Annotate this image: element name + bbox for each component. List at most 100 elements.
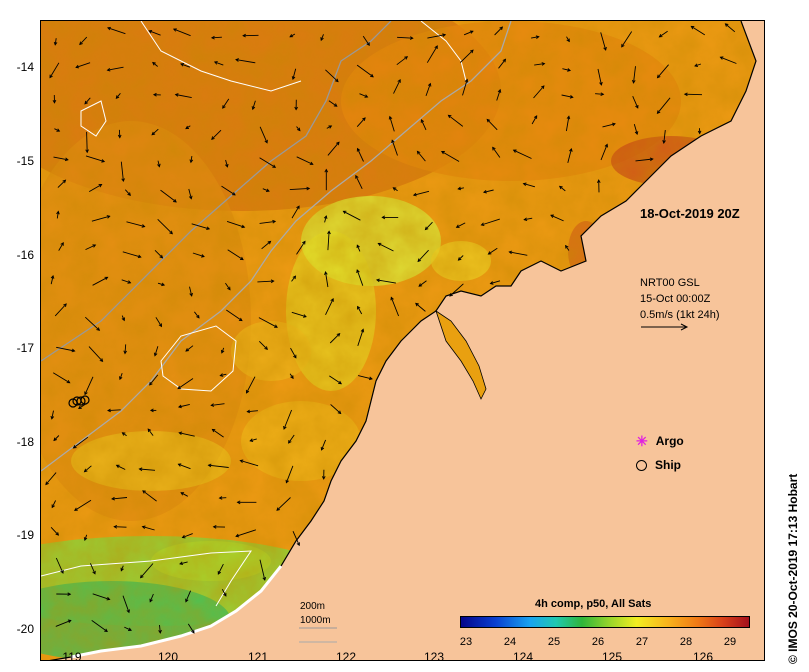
current-arrow (561, 94, 573, 98)
current-arrow (124, 344, 127, 354)
current-arrow-head (227, 286, 231, 291)
current-arrow-head (64, 157, 69, 162)
current-arrow-head (296, 205, 300, 210)
current-arrow-head (416, 150, 421, 155)
current-arrow (226, 220, 245, 228)
current-arrow-head (115, 95, 120, 100)
current-arrow (192, 252, 205, 258)
current-arrow (55, 557, 64, 574)
current-arrow-head (420, 118, 425, 123)
current-arrow-head (599, 81, 603, 86)
current-arrow-head (415, 302, 419, 307)
current-arrow-head (558, 185, 563, 190)
current-arrow (121, 279, 131, 284)
legend-label: Argo (655, 434, 684, 448)
current-arrow (396, 56, 408, 66)
current-arrow-head (480, 222, 485, 227)
current-arrow (259, 220, 276, 224)
current-arrow-head (541, 62, 546, 66)
current-arrow-head (409, 36, 414, 40)
ssh-contour-3 (140, 21, 302, 92)
current-arrow (84, 465, 92, 473)
current-arrow (116, 464, 126, 470)
current-arrow (142, 526, 155, 531)
current-arrow-head (126, 609, 130, 614)
current-arrow-head (404, 56, 409, 60)
contour-200m (41, 21, 512, 472)
current-arrow (182, 533, 193, 538)
current-arrow-head (60, 569, 64, 574)
current-arrow (155, 317, 162, 327)
current-arrow (283, 409, 293, 430)
current-arrow-head (178, 431, 183, 436)
sst-colorbar (460, 616, 750, 628)
current-arrow-head (79, 41, 83, 46)
current-arrow (565, 116, 570, 132)
x-tick: 123 (423, 650, 445, 664)
current-arrow (212, 429, 224, 438)
current-arrow-head (567, 68, 572, 72)
current-arrow (720, 56, 737, 64)
current-arrow-head (418, 283, 423, 287)
current-arrow (84, 316, 100, 331)
current-arrow (418, 280, 427, 287)
current-arrow-head (336, 332, 341, 337)
colorbar-tick: 27 (635, 636, 649, 648)
current-arrow-head (262, 576, 267, 581)
current-arrow-head (364, 94, 369, 98)
current-arrow-head (457, 186, 462, 191)
current-arrow-head (388, 115, 393, 120)
current-arrow (356, 269, 364, 286)
current-arrow (393, 79, 401, 94)
current-arrow (357, 375, 373, 380)
current-arrow (179, 561, 188, 565)
current-arrow-head (172, 28, 177, 32)
current-arrow (694, 63, 702, 67)
current-vectors (45, 23, 737, 634)
current-arrow-head (66, 379, 71, 384)
current-arrow-head (320, 37, 324, 42)
current-arrow-head (251, 106, 256, 111)
sst-map[interactable] (41, 21, 765, 661)
current-arrow-head (224, 163, 229, 168)
depth-label-1000: 1000m (300, 615, 331, 626)
current-arrow (258, 340, 268, 350)
current-arrow-head (603, 46, 607, 51)
current-arrow (149, 374, 159, 386)
current-arrow-head (121, 317, 126, 322)
current-arrow (490, 280, 501, 285)
current-arrow (291, 311, 307, 318)
contour-1000m (41, 21, 392, 362)
current-arrow-head (330, 297, 334, 302)
current-arrow (725, 23, 736, 33)
current-arrow (459, 49, 474, 63)
current-arrow-head (220, 349, 225, 354)
current-arrow-head (238, 317, 243, 322)
colorbar-tick: 24 (503, 636, 517, 648)
current-arrow-head (357, 305, 361, 310)
current-arrow-head (211, 428, 216, 433)
current-arrow-head (177, 404, 182, 409)
current-arrow-head (219, 373, 224, 377)
current-arrow-head (296, 542, 300, 547)
current-arrow-head (464, 78, 469, 83)
current-arrow-head (289, 34, 294, 38)
current-arrow-head (84, 391, 88, 396)
x-tick: 126 (692, 650, 714, 664)
current-arrow (261, 241, 271, 250)
current-arrow-head (440, 151, 445, 155)
current-arrow (56, 346, 75, 352)
current-arrow (149, 593, 154, 602)
current-arrow (124, 189, 131, 196)
current-arrow-head (565, 244, 569, 249)
current-arrow (214, 61, 224, 66)
current-arrow-head (213, 61, 218, 65)
current-arrow-head (631, 79, 636, 84)
current-arrow-head (392, 187, 397, 191)
current-arrow-head (535, 35, 540, 39)
current-arrow (292, 531, 300, 546)
current-arrow (126, 221, 145, 228)
current-arrow-head (391, 139, 395, 144)
current-arrow-head (469, 30, 474, 34)
current-arrow (57, 179, 66, 188)
